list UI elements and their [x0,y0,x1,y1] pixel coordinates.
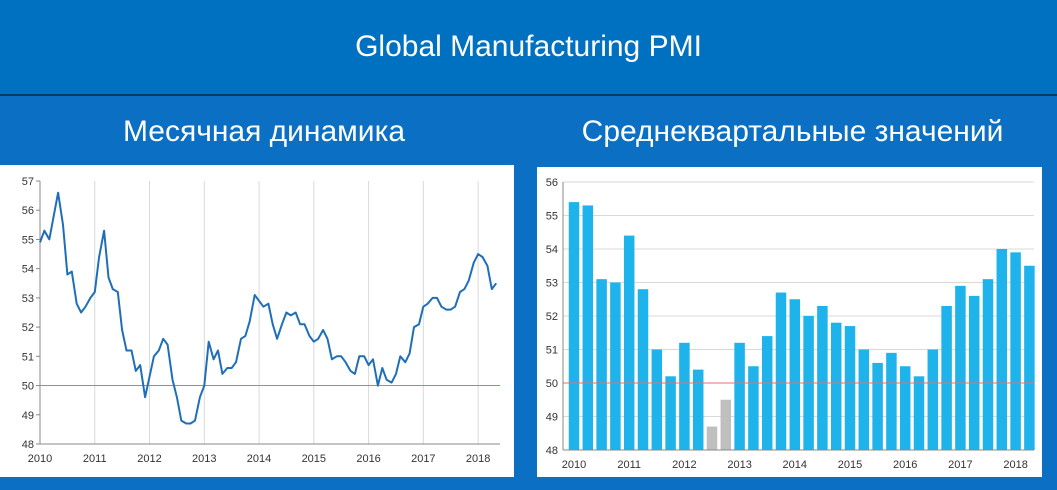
bar [761,336,773,450]
bar [955,285,966,450]
right-chart-title: Среднеквартальные значений [581,115,1004,148]
y-tick-label: 54 [22,264,34,276]
left-chart-title: Месячная динамика [122,115,406,148]
x-tick-label: 2013 [727,459,751,471]
y-tick-label: 50 [546,378,558,390]
bar [872,362,883,450]
bar [968,295,980,450]
x-tick-label: 2015 [302,453,326,465]
bar-chart-panel: 48 49 50 51 52 53 54 55 56 2010 2011 2012 2013 2014 20… [537,167,1042,477]
x-tick-label: 2010 [562,459,586,471]
bar [913,376,925,450]
x-tick-label: 2016 [893,459,917,471]
y-tick-label: 56 [546,177,558,189]
bar [996,249,1008,450]
line-chart-panel: 2010 2011 2012 2013 2014 2015 2016 2017 2018 48 49… [0,165,514,477]
y-tick-label: 50 [22,381,34,393]
bar [596,279,607,450]
y-tick-label: 49 [546,412,558,424]
x-tick-label: 2015 [838,459,862,471]
y-tick-label: 49 [22,410,34,422]
x-tick-label: 2012 [137,453,161,465]
bar [610,282,621,450]
y-tick-label: 57 [22,176,34,188]
bar [637,289,649,450]
bar [734,342,745,450]
bar [706,426,718,450]
bar [982,279,994,450]
y-tick-label: 51 [22,351,34,363]
line-chart: 2010 2011 2012 2013 2014 2015 2016 2017 2018 48 49… [22,176,500,465]
y-tick-label: 48 [22,439,34,451]
pmi-monthly-line [39,191,497,425]
y-tick-label: 51 [546,345,558,357]
bar [817,305,828,450]
y-tick-label: 54 [546,244,558,256]
bar [665,376,676,450]
page-title: Global Manufacturing PMI [0,0,1057,96]
bar-chart: 48 49 50 51 52 53 54 55 56 2010 2011 2012 2013 2014 20… [546,177,1035,471]
x-tick-label: 2018 [466,453,490,465]
x-tick-label: 2011 [83,453,107,465]
x-tick-label: 2013 [192,453,216,465]
y-tick-label: 48 [546,445,558,457]
bar [720,399,732,450]
y-tick-label: 53 [546,278,558,290]
bar [789,299,801,450]
x-tick-label: 2017 [411,453,435,465]
x-tick-label: 2012 [672,459,696,471]
x-tick-label: 2014 [783,459,807,471]
y-tick-label: 55 [22,234,34,246]
bar [582,205,594,450]
bar [568,202,580,450]
y-tick-label: 56 [22,205,34,217]
bar [623,235,635,450]
bar [679,342,690,450]
y-tick-label: 53 [22,293,34,305]
bar [748,366,759,450]
x-tick-label: 2011 [617,459,641,471]
bar [830,322,842,450]
bar [1024,265,1035,450]
y-tick-label: 55 [546,211,558,223]
bar [1010,252,1021,450]
bar [651,349,663,450]
bar [858,349,870,450]
bar [886,352,897,450]
bar [941,305,952,450]
bar [927,349,939,450]
bar [692,369,704,450]
y-tick-label: 52 [22,322,34,334]
x-tick-label: 2010 [28,453,52,465]
bar [844,326,856,450]
x-tick-label: 2016 [356,453,380,465]
page-title-text: Global Manufacturing PMI [355,30,702,63]
x-tick-label: 2018 [1003,459,1027,471]
bar [899,366,911,450]
y-tick-label: 52 [546,311,558,323]
x-tick-label: 2017 [948,459,972,471]
bar [775,292,787,450]
x-tick-label: 2014 [247,453,271,465]
